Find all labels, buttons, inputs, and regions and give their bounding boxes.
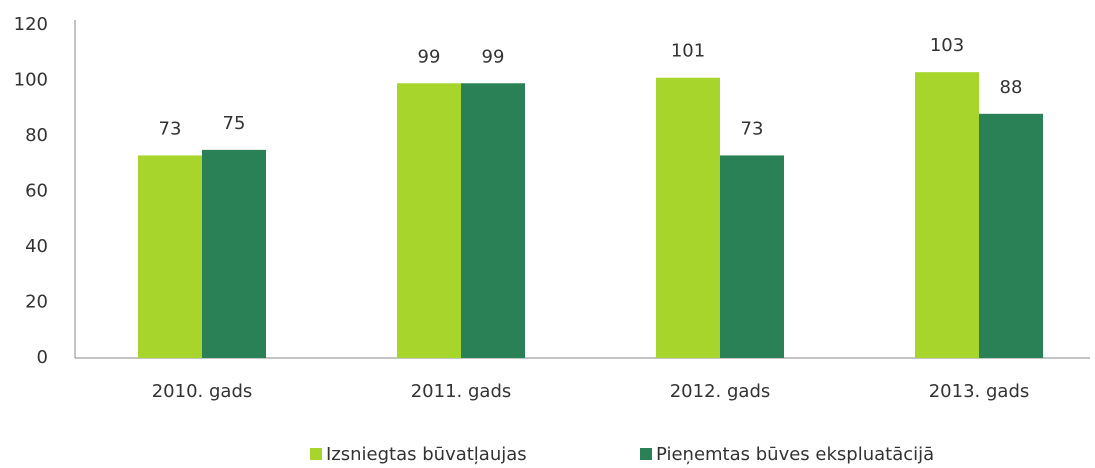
y-tick-label: 0 [37, 347, 48, 368]
data-label: 88 [1000, 77, 1023, 98]
bar [397, 83, 461, 359]
x-tick-label: 2011. gads [411, 381, 512, 402]
data-label: 101 [671, 41, 705, 62]
y-tick-label: 60 [25, 181, 48, 202]
bar [979, 113, 1043, 358]
data-label: 75 [223, 113, 246, 134]
data-label: 103 [930, 35, 964, 56]
x-tick-label: 2012. gads [670, 381, 771, 402]
data-label: 99 [482, 46, 505, 67]
legend-label: Izsniegtas būvatļaujas [326, 444, 527, 465]
bar [461, 83, 525, 359]
bar [202, 149, 266, 358]
legend-swatch [640, 448, 652, 460]
data-label: 99 [418, 46, 441, 67]
y-tick-label: 40 [25, 236, 48, 257]
data-label: 73 [159, 118, 182, 139]
bar [915, 72, 979, 359]
y-tick-label: 120 [14, 14, 48, 35]
bar [656, 77, 720, 358]
legend-label: Pieņemtas būves ekspluatācijā [656, 444, 934, 465]
legend-swatch [310, 448, 322, 460]
data-label: 73 [741, 118, 764, 139]
bar [138, 155, 202, 358]
y-tick-label: 80 [25, 125, 48, 146]
y-tick-label: 20 [25, 292, 48, 313]
x-tick-label: 2013. gads [929, 381, 1030, 402]
x-tick-label: 2010. gads [152, 381, 253, 402]
y-tick-label: 100 [14, 70, 48, 91]
bar [720, 155, 784, 358]
